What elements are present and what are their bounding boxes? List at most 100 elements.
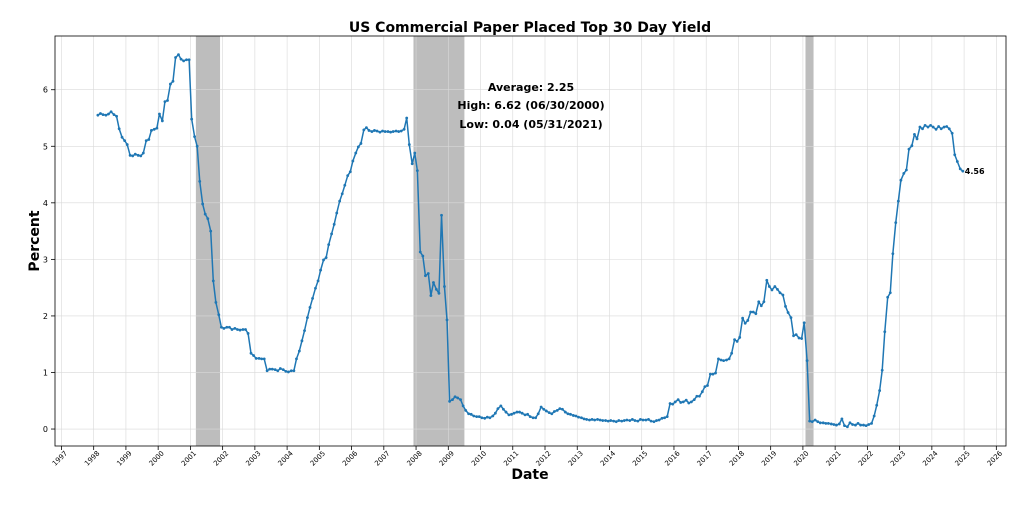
data-point xyxy=(746,319,750,322)
data-point xyxy=(356,145,360,149)
data-point xyxy=(112,113,116,117)
data-point xyxy=(784,304,787,308)
data-point xyxy=(528,415,532,418)
recession-bands xyxy=(195,36,814,446)
data-point xyxy=(141,151,145,155)
data-point xyxy=(483,416,487,420)
data-point xyxy=(896,199,900,203)
data-point xyxy=(230,328,234,331)
data-point xyxy=(778,291,782,295)
data-point xyxy=(660,416,664,420)
data-point xyxy=(152,127,156,131)
data-point xyxy=(794,333,798,336)
last-value-label: 4.56 xyxy=(965,167,985,176)
data-point xyxy=(373,129,376,132)
data-point xyxy=(657,418,661,422)
y-tick-label: 0 xyxy=(43,425,48,434)
recession-band-3 xyxy=(805,36,814,446)
x-tick-label: 2017 xyxy=(696,449,714,467)
data-point xyxy=(394,129,398,133)
data-point xyxy=(475,415,479,418)
data-point xyxy=(826,421,830,425)
data-point xyxy=(131,154,135,158)
data-point xyxy=(260,357,264,361)
data-point xyxy=(201,202,205,206)
data-point xyxy=(246,332,250,335)
data-point xyxy=(370,130,374,133)
data-point xyxy=(843,424,846,428)
data-point xyxy=(510,412,513,416)
data-point xyxy=(698,394,701,398)
data-point xyxy=(512,411,516,415)
data-point xyxy=(671,402,675,406)
data-point xyxy=(115,114,118,118)
data-point xyxy=(700,390,704,394)
data-point xyxy=(453,395,457,399)
data-point xyxy=(899,178,903,182)
data-point xyxy=(461,404,465,408)
x-tick-label: 2003 xyxy=(244,449,262,467)
data-point xyxy=(934,127,938,131)
data-point xyxy=(639,418,642,421)
data-point xyxy=(375,129,379,133)
data-point xyxy=(407,143,411,146)
data-point xyxy=(620,419,624,423)
data-point xyxy=(703,385,707,389)
data-point xyxy=(614,420,618,424)
data-point xyxy=(805,359,809,363)
data-point xyxy=(306,316,309,320)
data-point xyxy=(426,272,430,275)
data-point xyxy=(451,398,454,402)
data-point xyxy=(459,398,462,402)
data-point xyxy=(539,405,543,409)
data-point xyxy=(281,368,285,372)
data-point xyxy=(681,400,685,404)
data-point xyxy=(835,423,838,427)
data-point xyxy=(845,425,849,429)
data-point xyxy=(563,410,567,414)
data-point xyxy=(518,410,521,414)
data-point xyxy=(552,410,556,413)
data-point xyxy=(163,100,167,103)
data-point xyxy=(109,110,113,114)
data-point xyxy=(206,217,210,221)
data-point xyxy=(378,130,382,134)
data-point xyxy=(222,326,226,330)
data-point xyxy=(125,143,129,146)
data-point xyxy=(158,112,161,116)
data-point xyxy=(139,154,143,158)
data-point xyxy=(219,325,223,329)
data-point xyxy=(886,295,890,299)
data-point xyxy=(265,369,269,373)
data-point xyxy=(888,291,892,295)
data-point xyxy=(800,337,804,340)
data-point xyxy=(268,367,272,371)
data-point xyxy=(759,304,763,308)
data-point xyxy=(770,288,774,292)
data-point xyxy=(773,285,777,288)
data-point xyxy=(604,419,608,422)
data-point xyxy=(644,418,648,422)
x-tick-label: 2001 xyxy=(180,449,198,467)
data-point xyxy=(502,407,505,411)
data-point xyxy=(228,325,231,329)
x-tick-label: 2002 xyxy=(212,449,230,467)
data-point xyxy=(544,409,548,413)
data-point xyxy=(386,130,390,133)
data-point xyxy=(367,129,371,132)
data-point xyxy=(346,174,350,178)
data-point xyxy=(875,403,879,407)
data-point xyxy=(464,408,468,412)
data-point xyxy=(507,413,511,417)
data-point xyxy=(577,415,580,419)
data-point xyxy=(493,411,497,415)
data-point xyxy=(362,128,366,132)
data-point xyxy=(381,129,384,133)
data-point xyxy=(515,410,519,414)
data-point xyxy=(499,404,503,408)
data-point xyxy=(880,368,884,372)
data-point xyxy=(612,419,616,423)
data-point xyxy=(781,293,785,297)
